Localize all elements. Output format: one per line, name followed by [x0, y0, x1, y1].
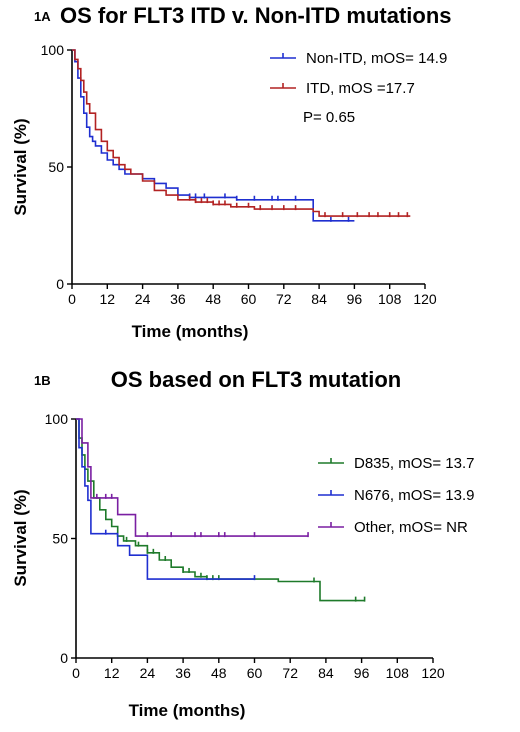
- panel-b: 1B OS based on FLT3 mutation Survival (%…: [11, 367, 474, 720]
- panel-label: 1A: [34, 9, 51, 24]
- x-tick-label: 120: [413, 291, 437, 307]
- series-lines: [72, 49, 411, 222]
- x-tick-label: 108: [386, 665, 410, 681]
- chart-title: OS for FLT3 ITD v. Non-ITD mutations: [60, 3, 452, 28]
- y-tick-label: 100: [41, 42, 65, 58]
- legend: Non-ITD, mOS= 14.9 ITD, mOS =17.7: [270, 50, 447, 97]
- chart-title: OS based on FLT3 mutation: [111, 367, 402, 392]
- x-tick-label: 0: [68, 291, 76, 307]
- x-tick-label: 72: [282, 665, 298, 681]
- legend-label: Other, mOS= NR: [354, 519, 468, 536]
- x-tick-label: 12: [104, 665, 120, 681]
- y-tick-label: 0: [56, 276, 64, 292]
- p-value-annotation: P= 0.65: [303, 109, 355, 126]
- series-lines: [76, 418, 366, 602]
- legend-label: ITD, mOS =17.7: [306, 80, 415, 97]
- x-tick-label: 108: [378, 291, 402, 307]
- x-tick-label: 24: [135, 291, 151, 307]
- x-tick-label: 48: [205, 291, 221, 307]
- axes: 0 12 24 36 48 60 72 84 96 108 120 0 50 100: [45, 411, 445, 681]
- y-tick-label: 0: [60, 650, 68, 666]
- x-tick-label: 12: [100, 291, 116, 307]
- x-tick-label: 96: [354, 665, 370, 681]
- x-axis-title: Time (months): [132, 322, 249, 341]
- x-axis-title: Time (months): [129, 701, 246, 720]
- x-tick-label: 60: [241, 291, 257, 307]
- survival-curve-2: [72, 49, 411, 217]
- panel-a: 1A OS for FLT3 ITD v. Non-ITD mutations …: [11, 3, 452, 341]
- legend: D835, mOS= 13.7 N676, mOS= 13.9 Other, mOS…: [318, 455, 474, 536]
- x-tick-label: 0: [72, 665, 80, 681]
- survival-curve-1: [76, 418, 365, 602]
- x-tick-label: 36: [175, 665, 191, 681]
- x-tick-label: 84: [318, 665, 334, 681]
- y-axis-title: Survival (%): [11, 489, 30, 586]
- survival-curve-2: [76, 418, 255, 580]
- y-axis-title: Survival (%): [11, 118, 30, 215]
- x-tick-label: 72: [276, 291, 292, 307]
- x-tick-label: 120: [421, 665, 445, 681]
- x-tick-label: 96: [347, 291, 363, 307]
- axes: 0 12 24 36 48 60 72 84 96 108 120 0 50 100: [41, 42, 437, 307]
- legend-label: N676, mOS= 13.9: [354, 487, 474, 504]
- y-tick-label: 50: [48, 159, 64, 175]
- y-tick-label: 50: [52, 531, 68, 547]
- x-tick-label: 36: [170, 291, 186, 307]
- survival-curve-1: [72, 49, 355, 222]
- x-tick-label: 48: [211, 665, 227, 681]
- legend-label: Non-ITD, mOS= 14.9: [306, 50, 447, 67]
- x-tick-label: 24: [140, 665, 156, 681]
- panel-label: 1B: [34, 373, 51, 388]
- x-tick-label: 60: [247, 665, 263, 681]
- legend-label: D835, mOS= 13.7: [354, 455, 474, 472]
- survival-curve-3: [76, 418, 309, 537]
- y-tick-label: 100: [45, 411, 69, 427]
- x-tick-label: 84: [311, 291, 327, 307]
